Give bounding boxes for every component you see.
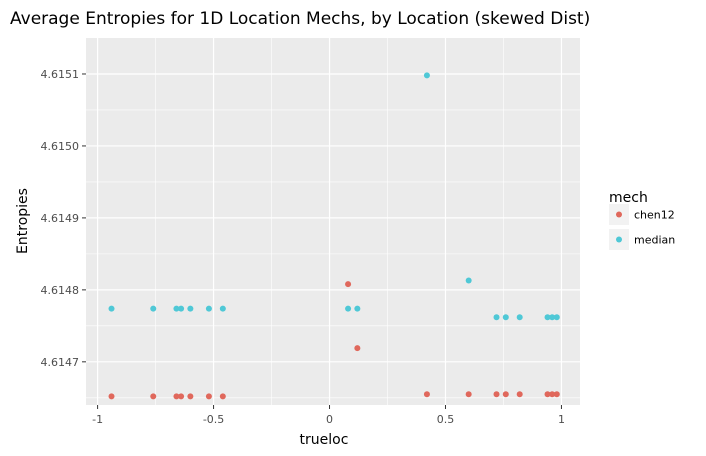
- major-gridlines: [86, 38, 580, 405]
- data-point-chen12: [423, 391, 430, 398]
- legend-marker-median: [616, 236, 622, 243]
- y-tick-label: 4.6148: [41, 284, 80, 297]
- data-point-chen12: [187, 393, 194, 400]
- data-point-median: [150, 305, 157, 312]
- data-point-chen12: [516, 391, 523, 398]
- data-point-median: [205, 305, 212, 312]
- y-axis: 4.6147 4.6148 4.6149 4.6150 4.6151: [41, 68, 86, 369]
- data-point-median: [465, 277, 472, 284]
- data-point-chen12: [173, 393, 180, 400]
- y-tick-label: 4.6149: [41, 212, 80, 225]
- data-point-chen12: [502, 391, 509, 398]
- data-point-chen12: [108, 393, 115, 400]
- data-point-chen12: [549, 391, 556, 398]
- data-point-median: [502, 314, 509, 321]
- data-points: [108, 72, 560, 400]
- data-point-median: [553, 314, 560, 321]
- legend-title: mech: [609, 190, 648, 206]
- y-tick-label: 4.6147: [41, 356, 80, 369]
- x-axis-title: trueloc: [300, 432, 349, 448]
- data-point-median: [516, 314, 523, 321]
- data-point-median: [493, 314, 500, 321]
- data-point-median: [549, 314, 556, 321]
- legend-marker-chen12: [616, 211, 622, 218]
- data-point-chen12: [150, 393, 157, 400]
- data-point-chen12: [493, 391, 500, 398]
- y-tick-label: 4.6151: [41, 68, 80, 81]
- data-point-chen12: [544, 391, 551, 398]
- data-point-chen12: [178, 393, 185, 400]
- x-tick-label: -1: [92, 413, 103, 426]
- data-point-chen12: [205, 393, 212, 400]
- x-tick-label: 0.5: [437, 413, 455, 426]
- data-point-median: [178, 305, 185, 312]
- legend-label-chen12: chen12: [634, 209, 675, 222]
- data-point-median: [187, 305, 194, 312]
- x-axis: -1 -0.5 0 0.5 1: [92, 405, 565, 426]
- data-point-median: [354, 305, 361, 312]
- y-axis-title: Entropies: [15, 188, 31, 254]
- x-tick-label: 1: [558, 413, 565, 426]
- chart-title: Average Entropies for 1D Location Mechs,…: [10, 9, 590, 29]
- data-point-median: [173, 305, 180, 312]
- data-point-chen12: [465, 391, 472, 398]
- data-point-median: [345, 305, 352, 312]
- data-point-chen12: [219, 393, 226, 400]
- x-tick-label: -0.5: [203, 413, 224, 426]
- x-tick-label: 0: [326, 413, 333, 426]
- data-point-chen12: [345, 281, 352, 288]
- series-chen12: [108, 281, 560, 400]
- minor-gridlines: [86, 38, 580, 405]
- data-point-median: [423, 72, 430, 79]
- legend-label-median: median: [634, 234, 675, 247]
- data-point-median: [544, 314, 551, 321]
- data-point-median: [108, 305, 115, 312]
- y-tick-label: 4.6150: [41, 140, 80, 153]
- data-point-median: [219, 305, 226, 312]
- data-point-chen12: [354, 345, 361, 352]
- plot-panel: [86, 38, 580, 405]
- data-point-chen12: [553, 391, 560, 398]
- series-median: [108, 72, 560, 321]
- legend: mech chen12 median: [609, 190, 675, 250]
